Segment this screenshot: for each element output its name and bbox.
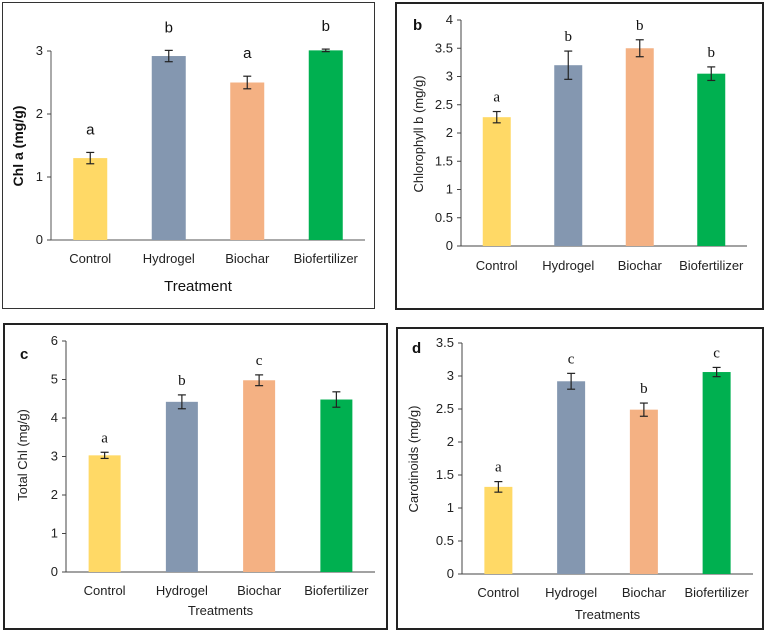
- bar-a-biochar: [230, 82, 265, 240]
- significance-letter-b: b: [708, 45, 716, 61]
- y-tick-label-d: 0: [447, 566, 454, 581]
- y-axis-title-c: Total Chl (mg/g): [15, 409, 30, 501]
- x-category-label-b: Hydrogel: [542, 258, 594, 273]
- bar-d-hydrogel: [557, 381, 586, 574]
- x-axis-title-c: Treatments: [188, 603, 254, 618]
- significance-letter-c: a: [101, 430, 108, 446]
- significance-letter-a: a: [86, 121, 95, 138]
- y-tick-label-d: 1.5: [436, 467, 454, 482]
- bar-a-biofertilizer: [308, 50, 343, 241]
- x-category-label-b: Biofertilizer: [679, 258, 744, 273]
- bar-c-hydrogel: [165, 401, 198, 572]
- y-tick-label-c: 3: [51, 449, 58, 464]
- bar-c-biochar: [243, 380, 276, 572]
- y-tick-label-b: 4: [446, 12, 453, 27]
- bar-b-biofertilizer: [697, 73, 726, 246]
- bar-a-hydrogel: [151, 56, 186, 240]
- x-category-label-b: Control: [476, 258, 518, 273]
- bar-d-biochar: [629, 409, 658, 574]
- panel-letter-c: c: [20, 346, 28, 363]
- significance-letter-a: a: [243, 45, 252, 62]
- y-tick-label-c: 2: [51, 487, 58, 502]
- x-category-label-c: Biochar: [237, 583, 282, 598]
- y-tick-label-b: 2.5: [435, 97, 453, 112]
- bar-b-control: [482, 117, 511, 247]
- significance-letter-b: b: [636, 18, 644, 34]
- y-tick-label-c: 4: [51, 410, 58, 425]
- significance-letter-d: c: [568, 351, 575, 367]
- y-tick-label-b: 0: [446, 238, 453, 253]
- panel-letter-d: d: [412, 340, 421, 357]
- chart-d-svg: d 0 0.5 1 1.5 2 2.5 3 3.5 a Control c Hydrogel b Bioch…: [406, 335, 753, 622]
- significance-letter-d: c: [713, 345, 720, 361]
- y-tick-label-c: 6: [51, 333, 58, 348]
- x-category-label-d: Hydrogel: [545, 585, 597, 600]
- bar-c-biofertilizer: [320, 399, 353, 572]
- chart-panel-a: 0 1 2 3 a Control b Hydrogel a Biochar b Biofertili…: [2, 2, 375, 309]
- x-axis-title-d: Treatments: [575, 607, 641, 622]
- bar-d-control: [484, 486, 513, 574]
- y-tick-label-a: 1: [36, 169, 43, 184]
- x-category-label-a: Biofertilizer: [294, 251, 359, 266]
- x-category-label-a: Control: [69, 251, 111, 266]
- x-category-label-c: Hydrogel: [156, 583, 208, 598]
- x-category-label-b: Biochar: [618, 258, 663, 273]
- significance-letter-a: b: [322, 18, 330, 35]
- significance-letter-a: b: [165, 19, 173, 36]
- chart-panel-d: d 0 0.5 1 1.5 2 2.5 3 3.5 a Control c Hydrogel b Bioch…: [396, 327, 764, 630]
- x-category-label-c: Control: [84, 583, 126, 598]
- bar-b-biochar: [625, 48, 654, 246]
- panel-letter-b: b: [413, 17, 422, 34]
- x-category-label-a: Biochar: [225, 251, 270, 266]
- x-axis-title-a: Treatment: [164, 278, 233, 295]
- chart-panel-b: b 0 0.5 1 1.5 2 2.5 3 3.5 4 a Control b Hydrogel b Bioc…: [395, 2, 764, 310]
- y-tick-label-b: 3: [446, 69, 453, 84]
- chart-panel-c: c 0 1 2 3 4 5 6 a Control b Hydrogel c Biochar Biofert…: [3, 323, 388, 630]
- x-category-label-c: Biofertilizer: [304, 583, 369, 598]
- significance-letter-d: a: [495, 460, 502, 476]
- y-tick-label-b: 0.5: [435, 210, 453, 225]
- y-tick-label-d: 2: [447, 434, 454, 449]
- y-tick-label-d: 0.5: [436, 533, 454, 548]
- bar-d-biofertilizer: [702, 372, 731, 574]
- y-tick-label-d: 3: [447, 368, 454, 383]
- y-tick-label-c: 1: [51, 526, 58, 541]
- y-tick-label-b: 1.5: [435, 153, 453, 168]
- y-tick-label-a: 2: [36, 106, 43, 121]
- y-tick-label-d: 3.5: [436, 335, 454, 350]
- y-axis-title-a: Chl a (mg/g): [10, 106, 26, 187]
- chart-c-svg: c 0 1 2 3 4 5 6 a Control b Hydrogel c Biochar Biofert…: [15, 333, 375, 618]
- y-tick-label-b: 3.5: [435, 40, 453, 55]
- y-tick-label-b: 1: [446, 182, 453, 197]
- chart-b-svg: b 0 0.5 1 1.5 2 2.5 3 3.5 4 a Control b Hydrogel b Bioc…: [411, 12, 747, 273]
- y-tick-label-a: 0: [36, 232, 43, 247]
- bar-a-control: [73, 158, 108, 240]
- y-axis-title-d: Carotinoids (mg/g): [406, 406, 421, 513]
- y-tick-label-c: 0: [51, 564, 58, 579]
- x-category-label-d: Control: [477, 585, 519, 600]
- x-category-label-d: Biofertilizer: [684, 585, 749, 600]
- significance-letter-d: b: [640, 381, 648, 397]
- significance-letter-b: b: [565, 29, 573, 45]
- significance-letter-c: c: [256, 353, 263, 369]
- chart-a-svg: 0 1 2 3 a Control b Hydrogel a Biochar b Biofertili…: [10, 18, 365, 295]
- x-category-label-a: Hydrogel: [143, 251, 195, 266]
- bar-b-hydrogel: [554, 65, 583, 246]
- y-axis-title-b: Chlorophyll b (mg/g): [411, 75, 426, 192]
- significance-letter-c: b: [178, 373, 186, 389]
- y-tick-label-d: 2.5: [436, 401, 454, 416]
- y-tick-label-a: 3: [36, 43, 43, 58]
- y-tick-label-c: 5: [51, 372, 58, 387]
- bar-c-control: [88, 455, 121, 572]
- y-tick-label-d: 1: [447, 500, 454, 515]
- y-tick-label-b: 2: [446, 125, 453, 140]
- x-category-label-d: Biochar: [622, 585, 667, 600]
- significance-letter-b: a: [493, 90, 500, 106]
